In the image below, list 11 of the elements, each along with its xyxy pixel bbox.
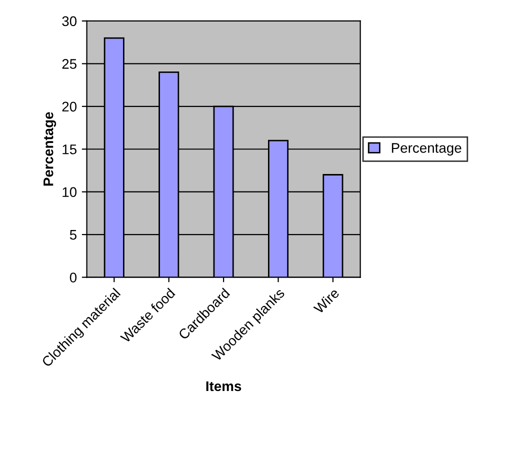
y-tick-label: 20 — [62, 102, 77, 112]
y-axis-title: Percentage — [44, 112, 56, 186]
y-tick-label: 10 — [62, 187, 77, 198]
y-tick-label: 5 — [70, 230, 76, 240]
legend-label: Percentage — [392, 143, 462, 156]
x-axis-title: Items — [206, 381, 242, 392]
y-tick-label: 25 — [62, 59, 76, 69]
y-tick-label: 30 — [62, 16, 77, 26]
y-tick-label: 15 — [62, 144, 76, 154]
y-tick-label: 0 — [70, 272, 77, 282]
x-tick-label: Wire — [312, 287, 340, 314]
